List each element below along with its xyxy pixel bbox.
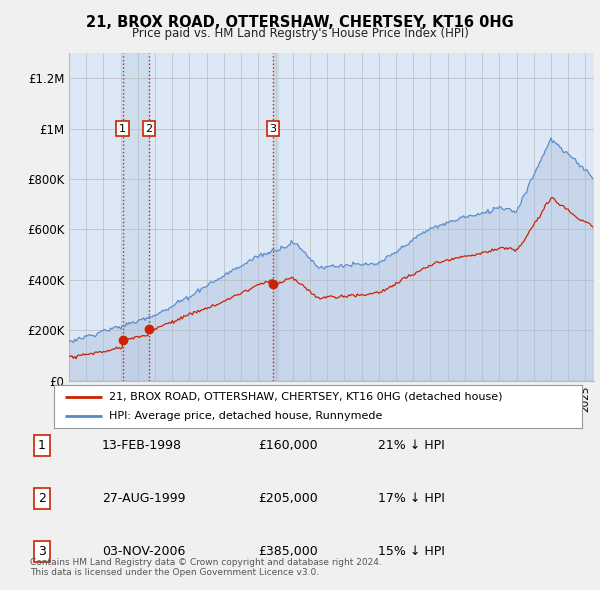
Text: £205,000: £205,000 [258,492,318,505]
Bar [123,53,149,381]
Text: HPI: Average price, detached house, Runnymede: HPI: Average price, detached house, Runn… [109,411,383,421]
Text: 27-AUG-1999: 27-AUG-1999 [102,492,185,505]
Text: £160,000: £160,000 [258,439,317,452]
Text: 2: 2 [145,124,152,134]
Text: 15% ↓ HPI: 15% ↓ HPI [378,545,445,558]
Text: Contains HM Land Registry data © Crown copyright and database right 2024.
This d: Contains HM Land Registry data © Crown c… [30,558,382,577]
Text: 13-FEB-1998: 13-FEB-1998 [102,439,182,452]
Text: 21, BROX ROAD, OTTERSHAW, CHERTSEY, KT16 0HG (detached house): 21, BROX ROAD, OTTERSHAW, CHERTSEY, KT16… [109,392,503,402]
Text: 3: 3 [269,124,277,134]
Text: 1: 1 [38,439,46,452]
Text: 1: 1 [119,124,126,134]
Text: £385,000: £385,000 [258,545,318,558]
Text: Price paid vs. HM Land Registry's House Price Index (HPI): Price paid vs. HM Land Registry's House … [131,27,469,40]
Text: 2: 2 [38,492,46,505]
Text: 21, BROX ROAD, OTTERSHAW, CHERTSEY, KT16 0HG: 21, BROX ROAD, OTTERSHAW, CHERTSEY, KT16… [86,15,514,30]
Bar [273,53,278,381]
Text: 03-NOV-2006: 03-NOV-2006 [102,545,185,558]
Text: 17% ↓ HPI: 17% ↓ HPI [378,492,445,505]
Text: 21% ↓ HPI: 21% ↓ HPI [378,439,445,452]
Text: 3: 3 [38,545,46,558]
